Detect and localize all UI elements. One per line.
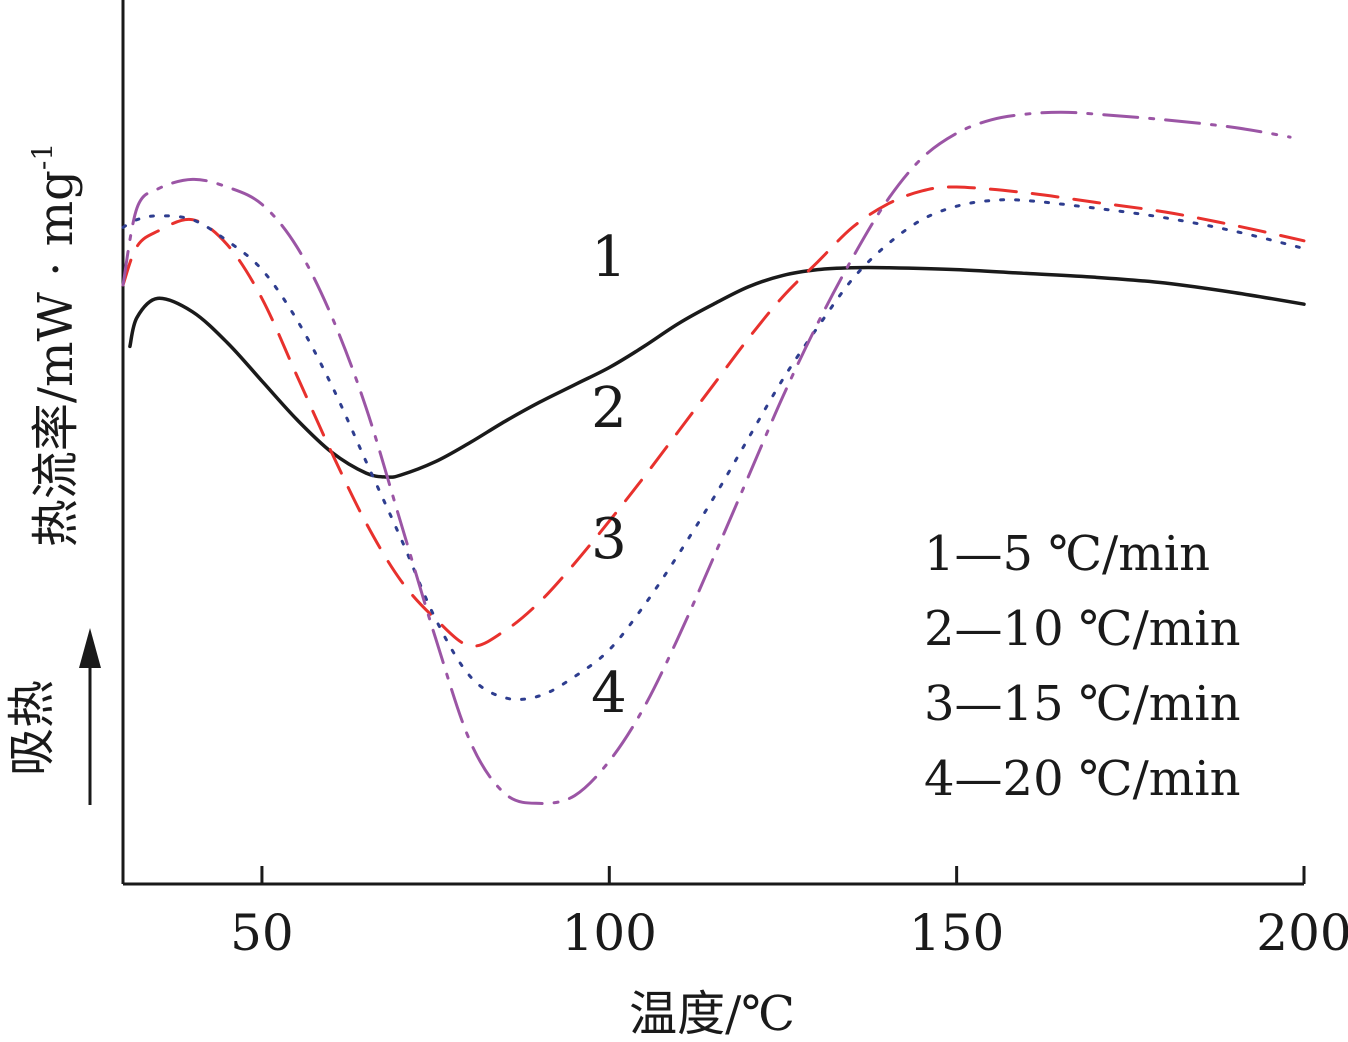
endo-arrow-head: [79, 628, 101, 668]
curve-label-3: 3: [591, 507, 627, 572]
y-axis-title: 热流率/mW · mg-1: [26, 143, 84, 547]
legend-entry-2: 2—10 ℃/min: [924, 601, 1241, 657]
legend-entry-1: 1—5 ℃/min: [924, 526, 1210, 582]
series-line-2: [121, 185, 1306, 648]
legend: 1—5 ℃/min 2—10 ℃/min 3—15 ℃/min 4—20 ℃/m…: [924, 526, 1241, 807]
legend-entry-3: 3—15 ℃/min: [924, 676, 1241, 732]
legend-entry-4: 4—20 ℃/min: [924, 751, 1241, 807]
series-group: [121, 110, 1306, 805]
x-tick-label-150: 150: [909, 904, 1004, 962]
y-axis-title-main: 热流率/mW · mg: [28, 170, 84, 547]
x-tick-label-200: 200: [1256, 904, 1348, 962]
y-axis-title-superscript: -1: [26, 143, 59, 170]
curve-label-2: 2: [591, 376, 627, 441]
x-tick-label-50: 50: [230, 904, 294, 962]
endo-label: 吸热: [4, 680, 60, 776]
curve-label-4: 4: [591, 661, 627, 726]
x-tick-label-100: 100: [562, 904, 657, 962]
series-line-3: [121, 198, 1306, 702]
series-line-4: [121, 110, 1292, 805]
series-line-1: [128, 265, 1306, 479]
x-tick-group: 50 100 150 200: [230, 866, 1348, 962]
x-axis-title: 温度/℃: [629, 986, 795, 1042]
curve-label-1: 1: [591, 225, 627, 290]
